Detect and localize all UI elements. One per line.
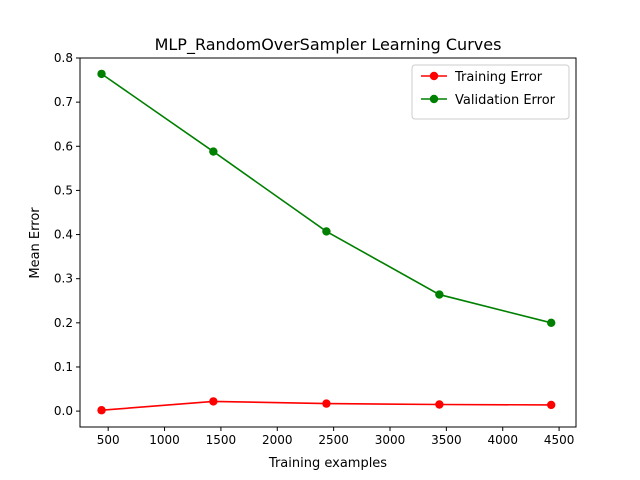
y-tick-label: 0.8	[54, 51, 73, 65]
y-tick-label: 0.0	[54, 404, 73, 418]
y-tick-label: 0.1	[54, 360, 73, 374]
y-tick-label: 0.6	[54, 139, 73, 153]
y-tick-label: 0.2	[54, 316, 73, 330]
validation-error-point	[547, 318, 556, 328]
x-tick-label: 3500	[431, 433, 462, 447]
y-tick-label: 0.5	[54, 183, 73, 197]
x-axis-label: Training examples	[268, 456, 387, 471]
x-tick-label: 2000	[262, 433, 293, 447]
legend-training-error-label: Training Error	[454, 70, 543, 85]
y-tick-label: 0.4	[54, 228, 73, 242]
y-axis-label: Mean Error	[28, 207, 43, 279]
validation-error-point	[97, 69, 106, 79]
legend-validation-error-label: Validation Error	[455, 93, 556, 108]
validation-error-point	[322, 227, 331, 236]
x-tick-label: 500	[97, 433, 120, 447]
training-error-point	[322, 399, 331, 408]
y-tick-label: 0.3	[54, 272, 73, 286]
training-error-point	[435, 400, 444, 409]
x-tick-label: 1500	[206, 433, 237, 447]
legend-box	[411, 64, 570, 120]
x-tick-label: 4500	[544, 433, 575, 447]
x-tick-label: 4000	[487, 433, 518, 447]
validation-error-point	[435, 290, 444, 299]
chart-title: MLP_RandomOverSampler Learning Curves	[155, 35, 502, 55]
legend-training-error-marker	[429, 71, 439, 81]
training-error-point	[209, 397, 218, 406]
x-tick-label: 2500	[318, 433, 349, 447]
legend: Training Error Validation Error	[411, 64, 570, 120]
x-axis: 500 1000 1500 2000 2500 3000 3500 4000 4500	[97, 427, 575, 447]
y-tick-label: 0.7	[54, 95, 73, 109]
series-layer	[97, 69, 556, 415]
training-error-point	[547, 400, 556, 410]
x-tick-label: 1000	[149, 433, 180, 447]
x-tick-label: 3000	[375, 433, 406, 447]
legend-validation-error-marker	[429, 94, 439, 104]
training-error-point	[97, 406, 106, 415]
validation-error-point	[209, 147, 218, 156]
axes-frame	[79, 57, 577, 428]
y-axis: 0.0 0.1 0.2 0.3 0.4 0.5 0.6 0.7 0.8	[54, 51, 80, 418]
